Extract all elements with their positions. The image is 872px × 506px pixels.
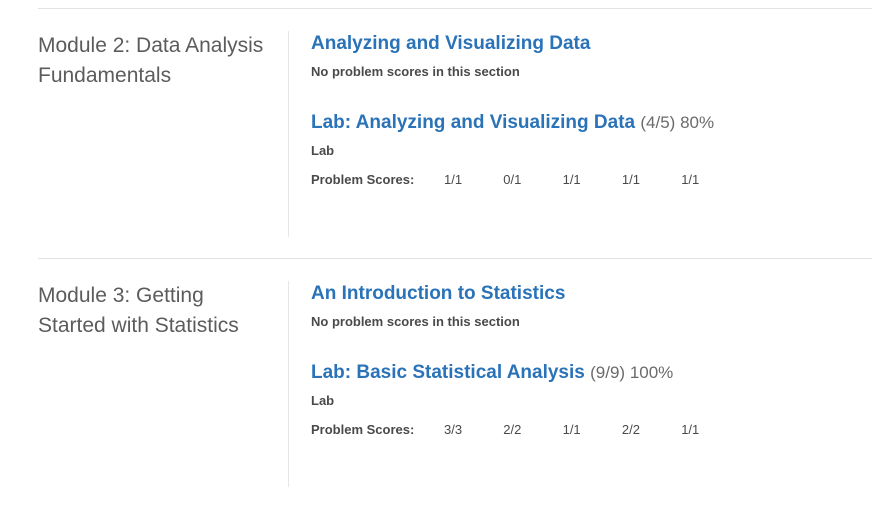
chapter-module-2: Module 2: Data Analysis Fundamentals Ana… [38, 31, 872, 237]
section-title-link[interactable]: Lab: Analyzing and Visualizing Data (4/5… [311, 110, 872, 136]
section-title-text[interactable]: Analyzing and Visualizing Data [311, 33, 591, 54]
chapter-title: Module 2: Data Analysis Fundamentals [38, 34, 264, 87]
problem-scores-label: Problem Scores: [311, 171, 415, 187]
problem-scores-label: Problem Scores: [311, 421, 415, 437]
problem-score: 1/1 [621, 171, 640, 187]
top-divider [38, 8, 872, 9]
problem-score: 2/2 [621, 421, 640, 437]
section-note: No problem scores in this section [311, 314, 520, 329]
problem-scores: Problem Scores: 3/3 2/2 1/1 2/2 1/1 [311, 420, 872, 438]
problem-scores: Problem Scores: 1/1 0/1 1/1 1/1 1/1 [311, 170, 872, 188]
section-note: No problem scores in this section [311, 64, 520, 79]
chapter-module-3: Module 3: Getting Started with Statistic… [38, 281, 872, 487]
section-type: Lab [311, 393, 335, 408]
section-lab-basic-statistical-analysis: Lab: Basic Statistical Analysis (9/9) 10… [311, 360, 872, 438]
section-type: Lab [311, 143, 335, 158]
section-title-text[interactable]: Lab: Analyzing and Visualizing Data [311, 112, 636, 133]
problem-score: 0/1 [503, 171, 522, 187]
problem-score: 3/3 [444, 421, 463, 437]
problem-score: 1/1 [681, 171, 700, 187]
section-title-link[interactable]: An Introduction to Statistics [311, 281, 872, 307]
problem-score: 2/2 [503, 421, 522, 437]
section-title-link[interactable]: Analyzing and Visualizing Data [311, 31, 872, 57]
section-introduction-to-statistics: An Introduction to Statistics No problem… [311, 281, 872, 331]
problem-score: 1/1 [444, 171, 463, 187]
section-lab-analyzing-visualizing-data: Lab: Analyzing and Visualizing Data (4/5… [311, 110, 872, 188]
section-title-link[interactable]: Lab: Basic Statistical Analysis (9/9) 10… [311, 360, 872, 386]
chapter-sections: Analyzing and Visualizing Data No proble… [288, 31, 872, 237]
chapter-sections: An Introduction to Statistics No problem… [288, 281, 872, 487]
section-title-text[interactable]: An Introduction to Statistics [311, 283, 566, 304]
section-score: (4/5) 80% [640, 113, 715, 132]
problem-score: 1/1 [562, 171, 581, 187]
section-score: (9/9) 100% [590, 363, 674, 382]
chapter-divider [38, 258, 872, 259]
problem-score: 1/1 [681, 421, 700, 437]
problem-score: 1/1 [562, 421, 581, 437]
section-title-text[interactable]: Lab: Basic Statistical Analysis [311, 362, 585, 383]
section-analyzing-visualizing-data: Analyzing and Visualizing Data No proble… [311, 31, 872, 81]
chapter-title: Module 3: Getting Started with Statistic… [38, 284, 239, 337]
